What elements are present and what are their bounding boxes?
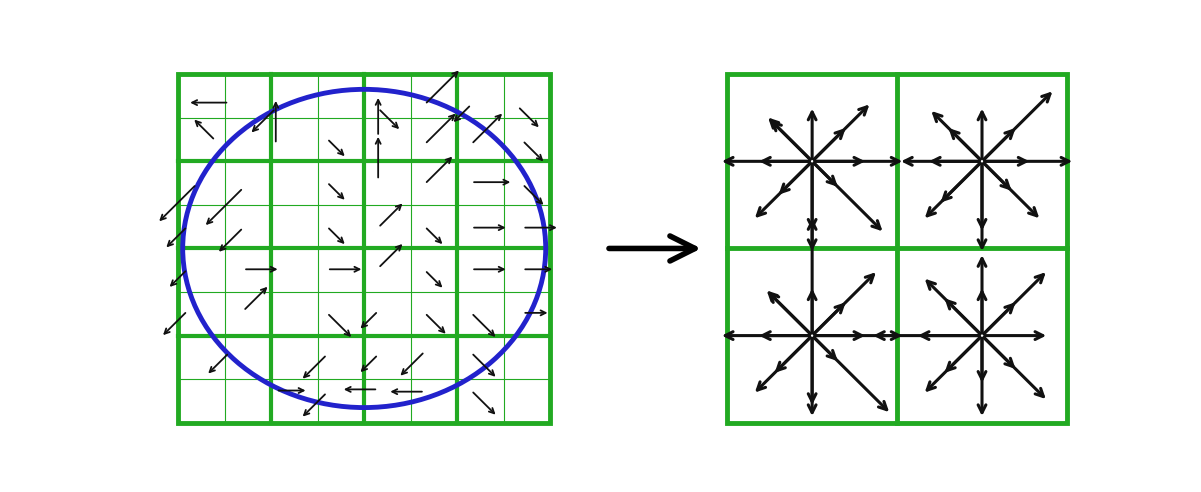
Bar xyxy=(728,74,1066,423)
Bar xyxy=(178,74,550,423)
